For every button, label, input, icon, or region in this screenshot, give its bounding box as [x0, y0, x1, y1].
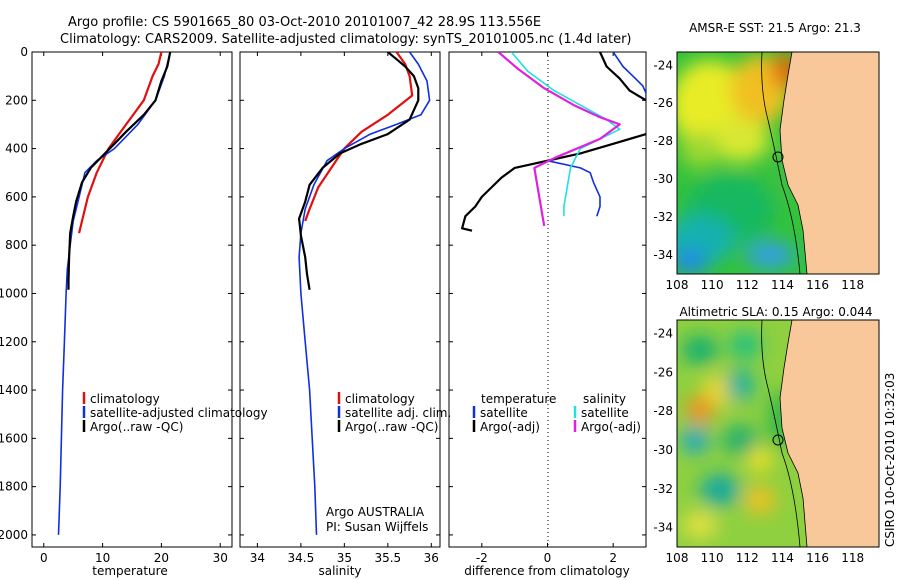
temperature-legend: climatology satellite-adjusted climatolo… [82, 392, 268, 434]
series-satellite-adjusted-climatology [57, 52, 171, 535]
legend-label-climatology: climatology [90, 392, 160, 406]
depth-tick-label: 1400 [0, 383, 28, 397]
sla-map-title: Altimetric SLA: 0.15 Argo: 0.044 [679, 305, 872, 319]
sla-map [677, 320, 879, 547]
x-tick-label: -2 [476, 551, 488, 565]
sst-argo-marker [772, 151, 784, 163]
legend-label-satellite: satellite-adjusted climatology [90, 406, 268, 420]
legend-label-sal-satellite: satellite [581, 406, 629, 420]
x-tick-label: 30 [213, 551, 228, 565]
x-tick-label: 35 [337, 551, 352, 565]
map-x-tick-label: 112 [736, 278, 759, 292]
depth-tick-label: 400 [5, 142, 28, 156]
map-y-tick-label: -34 [653, 248, 673, 262]
annotation-argo-australia: Argo AUSTRALIA [326, 505, 425, 519]
map-y-tick-label: -34 [653, 521, 673, 535]
map-x-tick-label: 116 [806, 551, 829, 565]
map-x-tick-label: 110 [701, 551, 724, 565]
series-satellite-adj-clim [298, 52, 431, 535]
series-layer [57, 52, 646, 535]
depth-tick-label: 200 [5, 93, 28, 107]
side-label: CSIRO 10-Oct-2010 10:32:03 [883, 373, 897, 547]
salinity-panel-frame [239, 51, 441, 548]
x-tick-label: 34 [250, 551, 265, 565]
x-tick-label: 20 [154, 551, 169, 565]
legend-header-salinity: salinity [583, 392, 626, 406]
series-climatology [304, 52, 414, 222]
map-y-tick-label: -30 [653, 443, 673, 457]
x-tick-label: 34.5 [288, 551, 315, 565]
map-y-tick-label: -28 [653, 134, 673, 148]
map-y-tick-label: -28 [653, 404, 673, 418]
map-x-tick-label: 114 [771, 551, 794, 565]
map-x-tick-label: 118 [841, 551, 864, 565]
series-salinity-argo-adj [497, 52, 621, 227]
map-x-tick-label: 108 [666, 278, 689, 292]
series-temperature-satellite-deep [547, 159, 601, 217]
series-climatology [78, 52, 163, 234]
sla-argo-marker [772, 434, 784, 446]
legend-label-argo: Argo(..raw -QC) [90, 420, 183, 434]
map-x-tick-label: 108 [666, 551, 689, 565]
annotation-pi: PI: Susan Wijffels [326, 520, 428, 534]
temperature-axis-label: temperature [92, 564, 167, 578]
x-tick-label: 2 [609, 551, 617, 565]
depth-tick-label: 600 [5, 190, 28, 204]
map-y-tick-label: -30 [653, 172, 673, 186]
map-y-tick-label: -32 [653, 210, 673, 224]
series-temperature-argo-adj-deep [461, 133, 646, 232]
legend-label-temp-satellite: satellite [480, 406, 528, 420]
depth-tick-label: 0 [20, 45, 28, 59]
sst-map [677, 52, 879, 274]
map-x-tick-label: 112 [736, 551, 759, 565]
legend-label-argo: Argo(..raw -QC) [345, 420, 438, 434]
legend-label-satellite: satellite adj. clim. [345, 406, 451, 420]
map-x-tick-label: 110 [701, 278, 724, 292]
series-argo-raw-qc [298, 52, 420, 290]
depth-tick-label: 1600 [0, 431, 28, 445]
depth-tick-label: 800 [5, 238, 28, 252]
depth-tick-label: 1800 [0, 480, 28, 494]
legend-label-temp-argo: Argo(-adj) [480, 420, 540, 434]
salinity-axis-label: salinity [318, 564, 361, 578]
legend-header-temperature: temperature [481, 392, 556, 406]
header-line-2: Climatology: CARS2009. Satellite-adjuste… [60, 32, 632, 47]
legend-label-climatology: climatology [345, 392, 415, 406]
map-x-tick-label: 114 [771, 278, 794, 292]
panel-2-series [298, 52, 431, 535]
x-tick-label: 35.5 [374, 551, 401, 565]
map-y-tick-label: -24 [653, 327, 673, 341]
difference-axis-label: difference from climatology [464, 564, 630, 578]
map-y-tick-label: -26 [653, 96, 673, 110]
depth-tick-label: 1000 [0, 286, 28, 300]
map-y-tick-label: -24 [653, 58, 673, 72]
x-tick-label: 0 [544, 551, 552, 565]
map-x-tick-label: 118 [841, 278, 864, 292]
legend-label-sal-argo: Argo(-adj) [581, 420, 641, 434]
panel-3-series [461, 52, 646, 232]
series-temperature-satellite [612, 52, 646, 101]
series-temperature-argo-adj [598, 52, 646, 102]
series-salinity-satellite [510, 52, 621, 217]
depth-tick-label: 2000 [0, 528, 28, 542]
sst-map-title: AMSR-E SST: 21.5 Argo: 21.3 [689, 21, 861, 35]
panel-1-series [57, 52, 172, 535]
x-tick-label: 0 [40, 551, 48, 565]
map-y-tick-label: -32 [653, 482, 673, 496]
x-tick-label: 36 [424, 551, 439, 565]
depth-tick-label: 1200 [0, 335, 28, 349]
header-line-1: Argo profile: CS 5901665_80 03-Oct-2010 … [68, 15, 541, 30]
sst-map-frame [676, 51, 880, 275]
sla-map-frame [676, 319, 880, 548]
x-tick-label: 10 [95, 551, 110, 565]
difference-legend: temperature salinity satellite Argo(-adj… [472, 392, 641, 434]
series-argo-raw-qc [67, 52, 172, 290]
temperature-panel-frame [31, 51, 233, 548]
map-x-tick-label: 116 [806, 278, 829, 292]
salinity-legend: climatology satellite adj. clim. Argo(..… [326, 392, 451, 534]
map-y-tick-label: -26 [653, 365, 673, 379]
